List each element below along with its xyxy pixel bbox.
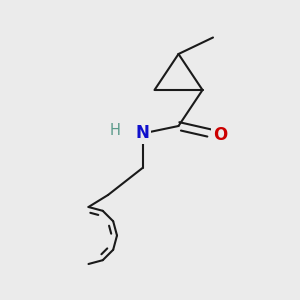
Text: H: H xyxy=(110,123,121,138)
Text: N: N xyxy=(136,124,149,142)
Text: O: O xyxy=(213,126,227,144)
